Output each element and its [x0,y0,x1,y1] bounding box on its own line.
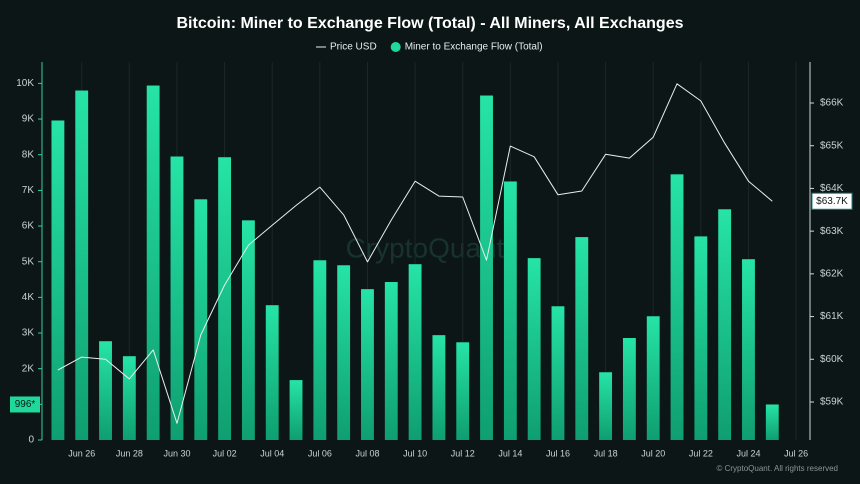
x-tick-label: Jul 18 [594,448,618,458]
y-tick-label: 3K [22,328,35,339]
y2-tick-label: $65K [820,140,844,151]
bar [551,306,565,440]
bar [622,338,636,440]
y-tick-label: 4K [22,292,35,303]
y-tick-label: 6K [22,221,35,232]
x-tick-label: Jul 12 [451,448,475,458]
chart-title: Bitcoin: Miner to Exchange Flow (Total) … [176,15,683,32]
bar [122,356,136,440]
bar [265,305,279,440]
value-label: $63.7K [816,196,848,207]
value-badge [811,192,853,210]
bar [51,120,65,440]
x-tick-label: Jul 20 [641,448,665,458]
y-tick-label: 0 [28,435,34,446]
bar [456,342,470,440]
bar [599,372,613,440]
value-badge [10,396,40,413]
x-tick-label: Jul 10 [403,448,427,458]
legend-swatch [390,42,401,52]
y2-tick-label: $63K [820,226,844,237]
x-tick-label: Jun 26 [68,448,95,458]
bar [289,380,303,440]
x-tick-label: Jun 28 [116,448,143,458]
bar [503,181,517,440]
bar [408,264,422,440]
bar [146,85,160,440]
bar [384,282,398,440]
y2-tick-label: $60K [820,354,844,365]
y-tick-label: 10K [16,78,34,89]
bar [361,289,374,440]
y-tick-label: 5K [22,256,35,267]
legend-label: Miner to Exchange Flow (Total) [405,42,543,53]
bar [432,335,446,440]
y-tick-label: 8K [22,149,35,160]
bar [241,220,255,440]
bar [194,199,208,440]
x-tick-label: Jul 02 [213,448,237,458]
x-tick-label: Jul 24 [736,448,760,458]
y-tick-label: 2K [22,363,35,374]
bar [575,237,589,440]
bar [170,156,184,440]
y2-tick-label: $64K [820,183,844,194]
x-tick-label: Jul 06 [308,448,332,458]
x-tick-label: Jul 04 [260,448,284,458]
bar [75,90,89,440]
x-tick-label: Jul 14 [498,448,522,458]
bar [694,236,708,440]
bar [313,260,327,440]
y2-tick-label: $61K [820,311,844,322]
y-tick-label: 9K [22,114,35,125]
y2-tick-label: $59K [820,397,844,408]
price-line [57,83,773,424]
bar [99,341,112,440]
bar [646,316,660,440]
bar [718,209,732,440]
bar [742,259,755,440]
x-tick-label: Jul 22 [689,448,713,458]
bar [765,404,779,440]
bar [337,265,351,440]
footer: © CryptoQuant. All rights reserved [717,464,839,473]
legend: Price USD Miner to Exchange Flow (Total) [316,42,543,53]
x-tick-label: Jun 30 [163,448,190,458]
x-tick-label: Jul 16 [546,448,570,458]
y2-tick-label: $62K [820,268,844,279]
bar [480,95,493,440]
bar [527,258,541,440]
x-tick-label: Jul 08 [355,448,379,458]
value-label: 996* [15,399,36,410]
y2-tick-label: $66K [820,98,844,109]
x-tick-label: Jul 26 [784,448,808,458]
bar [670,174,684,440]
bar [218,157,232,441]
y-tick-label: 7K [22,185,35,196]
legend-label: Price USD [330,42,377,53]
